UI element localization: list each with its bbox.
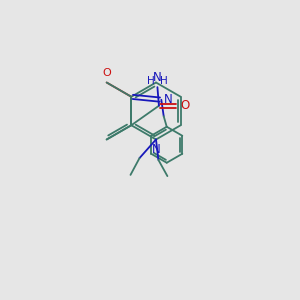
Text: O: O (102, 68, 111, 78)
Text: H: H (147, 76, 155, 86)
Text: N: N (152, 143, 160, 156)
Text: N: N (164, 93, 172, 106)
Text: N: N (153, 70, 162, 84)
Text: H: H (160, 76, 168, 86)
Text: O: O (180, 99, 189, 112)
